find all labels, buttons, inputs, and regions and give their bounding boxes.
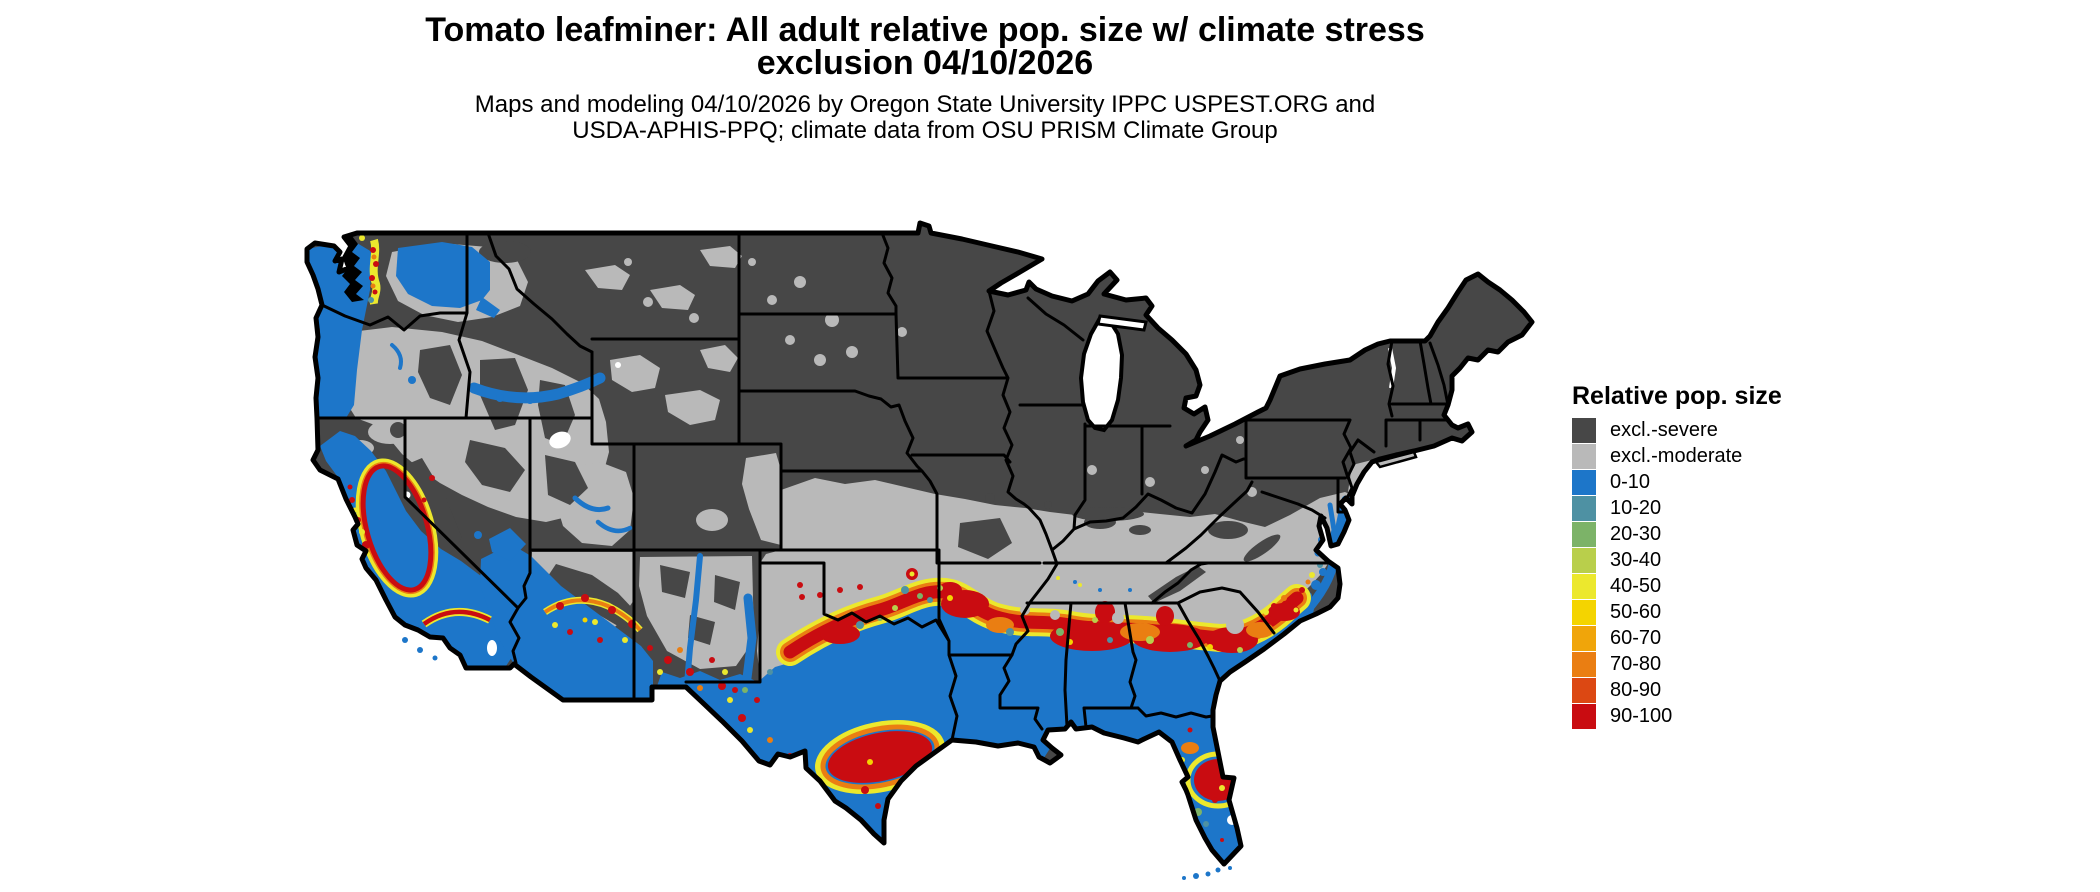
long-island xyxy=(1373,450,1418,469)
map-subtitle-line1: Maps and modeling 04/10/2026 by Oregon S… xyxy=(474,91,1376,118)
legend-swatch xyxy=(1572,599,1596,625)
legend-item-label: 70-80 xyxy=(1610,653,1662,675)
legend-item: excl.-moderate xyxy=(1572,443,1932,469)
legend-swatch xyxy=(1572,703,1596,729)
legend-swatch xyxy=(1572,677,1596,703)
legend-item: 10-20 xyxy=(1572,495,1932,521)
legend-item: 30-40 xyxy=(1572,547,1932,573)
high-population-blobs xyxy=(820,582,1300,801)
legend-item-label: 10-20 xyxy=(1610,497,1662,519)
legend-item-label: 40-50 xyxy=(1610,575,1662,597)
lake-michigan xyxy=(1078,316,1125,433)
legend-title: Relative pop. size xyxy=(1572,382,1782,410)
legend-item-label: 50-60 xyxy=(1610,601,1662,623)
legend-item: 70-80 xyxy=(1572,651,1932,677)
legend-item: excl.-severe xyxy=(1572,417,1932,443)
legend-swatch xyxy=(1572,495,1596,521)
map-subtitle-line2: USDA-APHIS-PPQ; climate data from OSU PR… xyxy=(572,117,1278,144)
legend-item: 60-70 xyxy=(1572,625,1932,651)
salton-sea xyxy=(487,640,497,656)
legend-item-label: excl.-severe xyxy=(1610,419,1718,441)
legend-swatch xyxy=(1572,443,1596,469)
legend-item: 80-90 xyxy=(1572,677,1932,703)
state-borders xyxy=(315,231,1450,742)
straits-of-mackinac xyxy=(1096,314,1148,332)
mid-class-speckles xyxy=(368,297,1323,827)
legend-item-label: 80-90 xyxy=(1610,679,1662,701)
legend-item-label: 0-10 xyxy=(1610,471,1651,493)
legend-swatch xyxy=(1572,469,1596,495)
subtitle-block: Maps and modeling 04/10/2026 by Oregon S… xyxy=(0,92,1850,144)
legend-item-label: excl.-moderate xyxy=(1610,445,1743,467)
legend: Relative pop. size excl.-severe excl.-mod… xyxy=(1572,382,1932,729)
florida-keys xyxy=(1182,866,1232,880)
legend-item: 0-10 xyxy=(1572,469,1932,495)
legend-item-label: 60-70 xyxy=(1610,627,1662,649)
legend-swatch xyxy=(1572,417,1596,443)
map-raster-layers xyxy=(307,223,1532,864)
legend-item-label: 90-100 xyxy=(1610,705,1673,727)
legend-swatch xyxy=(1572,573,1596,599)
yellowstone-lake xyxy=(615,362,621,368)
legend-item: 50-60 xyxy=(1572,599,1932,625)
legend-swatch xyxy=(1572,625,1596,651)
legend-swatch xyxy=(1572,547,1596,573)
legend-item: 20-30 xyxy=(1572,521,1932,547)
channel-islands xyxy=(402,637,438,661)
low-population-regions xyxy=(307,240,1316,864)
legend-items: excl.-severe excl.-moderate 0-10 10-20 20-30… xyxy=(1572,417,1932,729)
map-title-line2: exclusion 04/10/2026 xyxy=(756,44,1094,82)
legend-item: 90-100 xyxy=(1572,703,1932,729)
legend-item-label: 20-30 xyxy=(1610,523,1662,545)
legend-item: 40-50 xyxy=(1572,573,1932,599)
legend-swatch xyxy=(1572,651,1596,677)
lakes xyxy=(403,314,1397,825)
legend-swatch xyxy=(1572,521,1596,547)
gold-speckles xyxy=(582,595,1213,765)
title-block: Tomato leafminer: All adult relative pop… xyxy=(0,11,1850,144)
islands xyxy=(402,450,1418,880)
map-title-line1: Tomato leafminer: All adult relative pop… xyxy=(425,11,1425,49)
great-salt-lake xyxy=(549,431,571,449)
legend-item-label: 30-40 xyxy=(1610,549,1662,571)
